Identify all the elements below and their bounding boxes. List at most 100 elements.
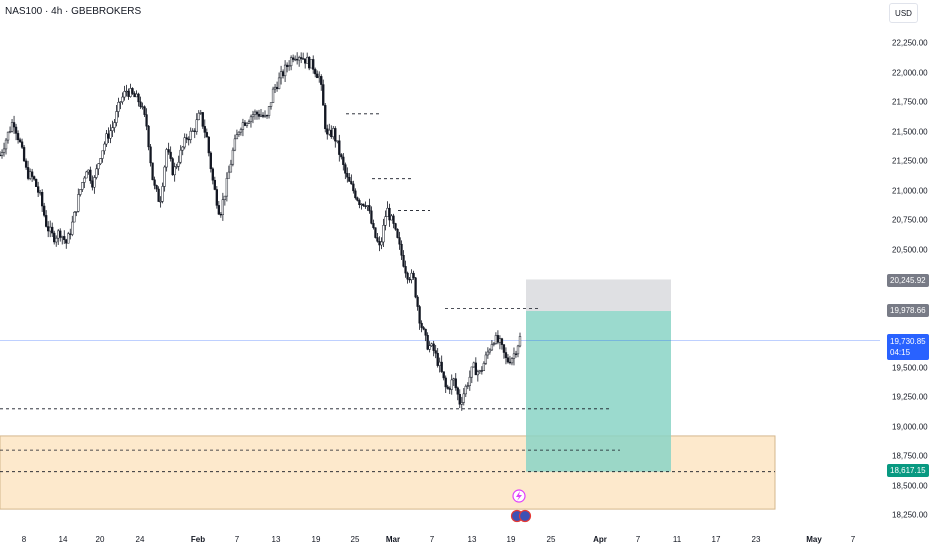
x-tick-label: 7	[429, 535, 435, 544]
candle-body	[215, 189, 218, 206]
candle-body	[137, 93, 140, 103]
y-tick-label: 19,500.00	[892, 363, 928, 372]
candle-body	[312, 59, 315, 70]
candle-body	[316, 73, 319, 79]
candle-body	[73, 212, 76, 223]
candle-body	[400, 243, 403, 256]
candle-body	[328, 129, 331, 135]
us-flag-icon	[518, 509, 532, 523]
candle-body	[360, 203, 363, 206]
candle-body	[91, 180, 94, 188]
candle-body	[454, 378, 457, 389]
candle-body	[263, 115, 267, 117]
x-tick-label: Mar	[385, 535, 401, 544]
y-tick-label: 21,250.00	[892, 156, 928, 166]
candle-body	[125, 90, 128, 93]
candle-body	[237, 131, 241, 135]
candle-body	[350, 181, 353, 185]
candle-body	[496, 335, 500, 343]
candle-body	[195, 119, 198, 132]
candle-body	[404, 266, 407, 274]
candle-body	[267, 106, 271, 116]
candle-body	[354, 190, 357, 199]
candle-body	[6, 131, 10, 141]
candle-body	[0, 154, 2, 157]
candle-body	[382, 225, 385, 243]
y-tick-label: 21,000.00	[892, 186, 928, 195]
candle-body	[512, 353, 516, 359]
candle-body	[79, 189, 82, 195]
x-tick-label: 20	[95, 535, 105, 544]
candle-body	[468, 376, 471, 386]
candle-body	[320, 76, 323, 85]
candle-body	[466, 385, 469, 387]
candle-body	[380, 241, 383, 246]
stop-price-badge: 18,617.15	[887, 464, 929, 477]
y-tick-label: 21,750.00	[892, 97, 928, 107]
candle-body	[227, 171, 231, 179]
candle-body	[426, 334, 429, 350]
candle-body	[500, 338, 504, 345]
candle-body	[438, 361, 441, 366]
candle-body	[14, 126, 18, 134]
candle-body	[16, 133, 20, 141]
candle-body	[516, 345, 520, 355]
candle-body	[121, 96, 124, 103]
candle-body	[18, 139, 22, 143]
candle-body	[151, 162, 154, 181]
candle-body	[508, 361, 512, 364]
candle-body	[247, 121, 251, 124]
candle-body	[412, 272, 415, 279]
candle-body	[482, 363, 486, 371]
candle-body	[65, 239, 68, 244]
candle-body	[171, 158, 174, 176]
candle-body	[41, 191, 44, 207]
candle-body	[153, 179, 156, 186]
candle-body	[430, 343, 433, 346]
x-tick-label: 13	[271, 535, 281, 544]
candle-body	[269, 102, 273, 107]
candle-body	[71, 221, 74, 235]
candle-body	[398, 237, 401, 245]
candle-body	[57, 230, 60, 239]
candle-body	[103, 143, 106, 152]
candle-body	[99, 158, 102, 165]
candle-body	[490, 344, 494, 351]
candle-body	[293, 58, 297, 61]
candle-body	[356, 197, 359, 201]
candle-body	[189, 130, 192, 140]
candle-body	[129, 88, 132, 97]
candle-body	[285, 64, 289, 67]
currency-button[interactable]: USD	[889, 3, 918, 23]
candle-body	[177, 161, 180, 167]
candle-body	[135, 93, 138, 98]
candle-body	[105, 133, 108, 145]
candle-body	[127, 90, 130, 97]
symbol-title[interactable]: NAS100 · 4h · GBEBROKERS	[5, 6, 142, 17]
y-tick-label: 19,000.00	[892, 422, 928, 431]
candle-body	[117, 102, 120, 112]
candle-body	[261, 114, 265, 117]
candle-body	[406, 272, 409, 280]
candle-body	[332, 128, 335, 138]
current-price-value: 19,730.85	[890, 337, 926, 346]
candle-body	[344, 164, 347, 174]
candle-body	[444, 377, 447, 388]
candle-body	[36, 186, 40, 193]
candle-body	[147, 125, 150, 148]
candle-body	[185, 137, 188, 140]
candle-body	[472, 362, 475, 368]
candle-body	[318, 76, 321, 79]
candle-body	[223, 195, 227, 200]
y-tick-label: 20,750.00	[892, 215, 928, 225]
candle-body	[211, 168, 214, 181]
y-tick-label: 21,500.00	[892, 127, 928, 136]
current-price-badge: 19,730.85 04:15	[887, 334, 929, 360]
x-tick-label: Feb	[190, 535, 206, 544]
position-profit-zone	[526, 311, 671, 472]
candle-body	[145, 114, 148, 127]
candle-body	[330, 129, 333, 138]
candle-body	[47, 226, 50, 232]
